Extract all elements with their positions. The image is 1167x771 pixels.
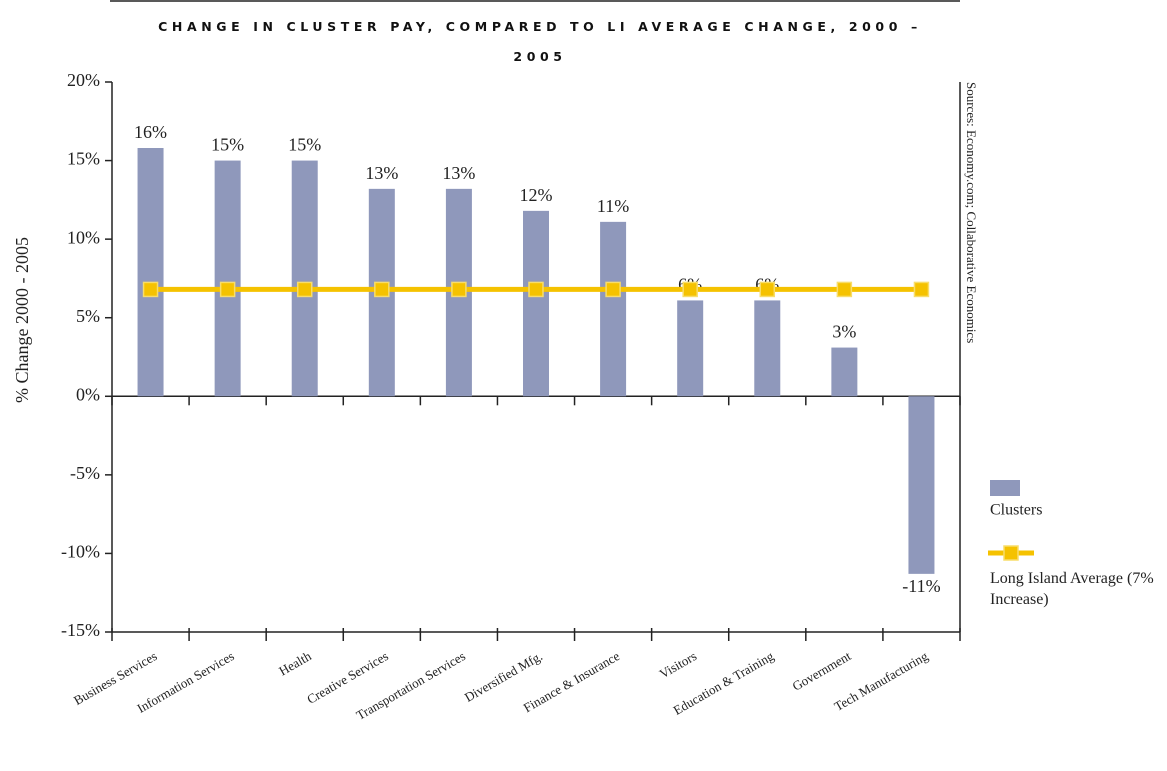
legend-marker — [1003, 545, 1019, 561]
average-marker — [913, 281, 930, 298]
bar — [523, 210, 549, 397]
legend-swatch — [990, 480, 1020, 496]
value-label: 11% — [597, 196, 629, 216]
bar — [908, 396, 935, 574]
value-label: 13% — [365, 163, 398, 183]
value-label: 15% — [288, 135, 321, 155]
x-tick-label: Visitors — [657, 648, 699, 681]
average-marker — [836, 281, 853, 298]
average-marker — [296, 281, 313, 298]
average-marker — [374, 281, 390, 298]
legend-label: Clusters — [990, 502, 1042, 519]
average-marker — [451, 281, 467, 298]
y-tick-label: 15% — [67, 149, 100, 169]
y-tick-label: -10% — [61, 542, 100, 562]
average-marker — [142, 281, 159, 298]
source: Sources: Economy.com; Collaborative Econ… — [964, 82, 979, 343]
value-label: 16% — [134, 122, 167, 142]
y-tick-label: 10% — [67, 227, 100, 247]
x-tick-label: Government — [790, 648, 854, 694]
y-tick-label: 0% — [76, 384, 100, 404]
bar — [754, 300, 781, 397]
y-axis-label: % Change 2000 - 2005 — [12, 237, 32, 403]
value-label: -11% — [902, 576, 940, 596]
bar — [600, 221, 627, 397]
value-label: 3% — [832, 322, 856, 342]
bar — [137, 148, 164, 397]
average-marker — [219, 281, 236, 298]
average-marker — [528, 281, 544, 298]
average-marker — [682, 281, 698, 298]
x-tick-label: Health — [276, 648, 314, 679]
bar — [291, 160, 318, 397]
y-tick-label: 5% — [76, 306, 100, 326]
value-label: 13% — [442, 163, 475, 183]
bar — [214, 160, 241, 397]
bar — [831, 347, 858, 397]
value-label: 15% — [211, 135, 244, 155]
chart-title: CHANGE IN CLUSTER PAY, COMPARED TO LI AV… — [158, 19, 922, 64]
y-tick-label: -5% — [70, 463, 100, 483]
average-marker — [759, 281, 776, 298]
y-tick-label: -15% — [61, 620, 100, 640]
average-marker — [605, 281, 621, 298]
y-tick-label: 20% — [67, 70, 100, 90]
bar — [677, 300, 704, 397]
legend-label: Long Island Average (7% Increase) — [990, 570, 1154, 608]
value-label: 12% — [520, 185, 553, 205]
